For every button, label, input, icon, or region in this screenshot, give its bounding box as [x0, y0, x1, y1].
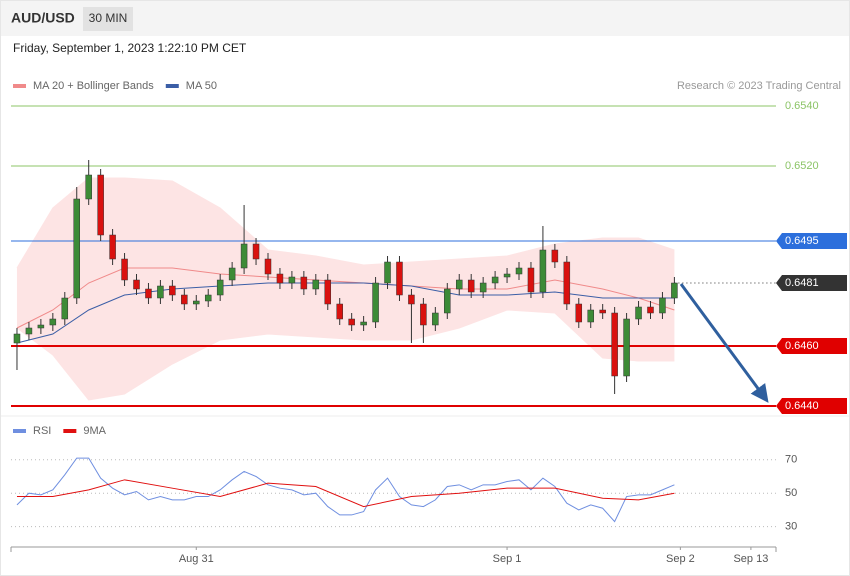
candle-body	[25, 327, 33, 335]
candle-body	[360, 321, 367, 326]
legend-label: 9MA	[83, 425, 106, 437]
header-bar	[1, 1, 849, 36]
legend-label: RSI	[33, 425, 51, 437]
candle-body	[228, 267, 236, 281]
candle-body	[479, 282, 487, 293]
candle-body	[527, 267, 535, 293]
series-line	[16, 479, 675, 508]
candle-body	[420, 303, 427, 326]
legend-swatch	[13, 429, 26, 433]
candle-body	[37, 324, 45, 329]
candle-body	[169, 285, 176, 296]
legend-swatch	[13, 84, 26, 88]
level-label-box	[776, 398, 847, 414]
candle-body	[671, 282, 678, 299]
candle-body	[97, 174, 104, 236]
candle-body	[216, 279, 224, 296]
candle-body	[503, 273, 511, 278]
candle-body	[647, 306, 654, 314]
x-tick-label: Aug 31	[179, 553, 214, 565]
candle-body	[204, 294, 212, 302]
candle-body	[515, 267, 523, 275]
candle-body	[49, 318, 57, 326]
candle-body	[264, 258, 272, 275]
candle-body	[276, 273, 284, 284]
candle-body	[635, 306, 642, 320]
band-edge	[16, 309, 675, 401]
x-tick-label: Sep 2	[666, 553, 695, 565]
candle-body	[599, 309, 606, 314]
level-label: 0.6540	[785, 100, 819, 112]
candle-body	[348, 318, 355, 326]
candle-body	[408, 294, 415, 305]
level-label-box	[776, 233, 847, 249]
candle-body	[240, 243, 248, 269]
candle-body	[444, 288, 451, 314]
candle-body	[85, 174, 92, 200]
candle-body	[432, 312, 439, 326]
candle-body	[157, 285, 164, 299]
candle-body	[539, 249, 547, 293]
candle-body	[659, 297, 666, 314]
y-tick-label: 50	[785, 487, 797, 499]
candle-body	[587, 309, 594, 323]
candle-body	[133, 279, 140, 290]
candle-body	[455, 279, 463, 290]
candle-body	[324, 279, 332, 305]
moving-average	[16, 282, 675, 344]
level-label-box	[776, 338, 847, 354]
level-label: 0.6481	[785, 277, 819, 289]
y-tick-label: 30	[785, 521, 797, 533]
legend-label: MA 50	[186, 80, 217, 92]
rsi-panel: 30 50 70 RSI 9MA Aug 31 Sep 1 Sep 2 Sep 13	[10, 425, 797, 565]
candle-body	[145, 288, 152, 299]
series-line	[16, 457, 675, 523]
candle-body	[252, 243, 260, 260]
level-label: 0.6440	[785, 400, 819, 412]
timestamp: Friday, September 1, 2023 1:22:10 PM CET	[13, 41, 247, 55]
interval-box	[83, 7, 133, 31]
level-label: 0.6520	[785, 160, 819, 172]
candle-body	[467, 279, 475, 293]
legend-swatch	[63, 429, 77, 433]
moving-average	[16, 267, 675, 329]
candle-body	[109, 234, 116, 260]
price-panel: 0.6540 0.6520 0.6495 0.6481 0.6460 0.6440 MA 2…	[11, 80, 847, 414]
candle-body	[312, 279, 320, 290]
x-tick-label: Sep 13	[733, 553, 768, 565]
candle-body	[73, 198, 80, 299]
candle-body	[396, 261, 403, 296]
candle-body	[193, 300, 200, 305]
x-tick-label: Sep 1	[493, 553, 522, 565]
candle-body	[575, 303, 583, 323]
candle-body	[300, 276, 308, 290]
y-tick-label: 70	[785, 454, 797, 466]
candle-body	[121, 258, 128, 281]
level-label-box	[776, 275, 847, 291]
candle-body	[181, 294, 188, 305]
candle-body	[623, 318, 630, 377]
level-label: 0.6495	[785, 235, 819, 247]
level-label: 0.6460	[785, 340, 819, 352]
credit: Research © 2023 Trading Central	[677, 80, 841, 92]
candle-body	[491, 276, 499, 284]
bollinger-band	[16, 178, 675, 400]
interval: 30 MIN	[89, 11, 128, 25]
candle-body	[384, 261, 391, 284]
candle-body	[13, 333, 21, 344]
legend-swatch	[165, 84, 179, 88]
candle-body	[563, 261, 571, 305]
candle-body	[288, 276, 296, 284]
candle-body	[611, 312, 618, 377]
legend-label: MA 20 + Bollinger Bands	[33, 80, 154, 92]
symbol: AUD/USD	[11, 10, 75, 26]
forecast-arrow	[679, 283, 769, 403]
candle-body	[336, 303, 343, 320]
candle-body	[551, 249, 559, 263]
candle-body	[61, 297, 69, 320]
candle-body	[372, 282, 379, 323]
